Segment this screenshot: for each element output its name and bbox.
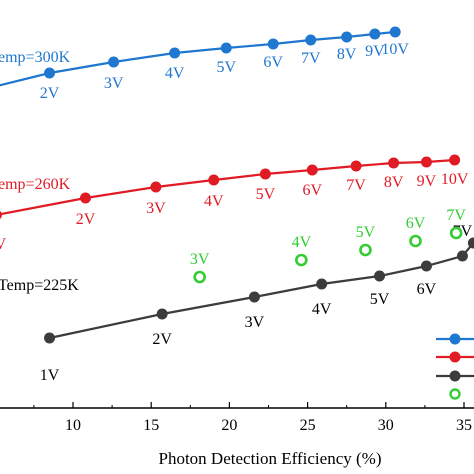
data-point (150, 181, 162, 193)
x-tick-label: 30 (378, 417, 394, 434)
data-point (208, 174, 220, 186)
data-point (220, 42, 232, 54)
data-label: 2V (40, 85, 60, 102)
data-label: 7V (346, 177, 366, 194)
data-label: 3V (146, 200, 166, 217)
data-point (80, 192, 92, 204)
data-point (306, 164, 318, 176)
data-label: 4V (204, 193, 224, 210)
series-line (0, 30, 396, 87)
data-point-hollow (449, 226, 463, 240)
data-label: 7V (446, 207, 466, 224)
data-point (449, 154, 461, 166)
data-point (0, 210, 2, 220)
data-label: 4V (292, 234, 312, 251)
data-label: 6V (303, 182, 323, 199)
data-point (389, 26, 401, 38)
legend-marker (449, 351, 461, 363)
data-point (156, 308, 168, 320)
data-label: 7V (301, 50, 321, 67)
data-point (350, 160, 362, 172)
x-tick-label: 35 (456, 417, 472, 434)
x-tick-label: 10 (65, 417, 81, 434)
x-tick-label: 15 (143, 417, 159, 434)
data-point (259, 168, 271, 180)
legend-marker-hollow (449, 388, 461, 400)
data-label: 6V (417, 281, 437, 298)
data-point (316, 278, 328, 290)
data-point (456, 250, 468, 262)
data-label: 1V (40, 367, 60, 384)
series-line (0, 158, 455, 216)
x-axis: 10 15 20 25 30 35 (0, 402, 474, 434)
legend (436, 333, 474, 400)
data-point (169, 47, 181, 59)
data-point (341, 31, 353, 43)
data-point (305, 34, 317, 46)
data-point (267, 38, 279, 50)
legend-marker (449, 370, 461, 382)
data-point (44, 332, 56, 344)
data-point (420, 156, 432, 168)
data-label: 4V (165, 65, 185, 82)
data-label: 4V (312, 301, 332, 318)
data-label: 1V (0, 236, 7, 253)
series-layer: 1V2V3V4V5V6V7V8V9V10Vemp=300K1V2V3V4V5V6… (0, 26, 474, 384)
data-label: 2V (76, 211, 96, 228)
data-point (374, 270, 386, 282)
legend-marker (449, 333, 461, 345)
data-label: 5V (256, 186, 276, 203)
series-annotation: emp=260K (0, 176, 71, 193)
series-t300: 1V2V3V4V5V6V7V8V9V10Vemp=300K (0, 26, 409, 102)
data-label: 8V (384, 174, 404, 191)
data-label: 5V (356, 224, 376, 241)
data-point (248, 291, 260, 303)
data-point (388, 157, 400, 169)
data-label: 6V (406, 215, 426, 232)
data-label: 6V (263, 54, 283, 71)
data-label: 9V (417, 173, 437, 190)
data-label: 10V (381, 41, 409, 58)
series-annotation: emp=300K (0, 49, 71, 66)
x-tick-label: 20 (221, 417, 237, 434)
x-axis-title: Photon Detection Efficiency (%) (159, 449, 382, 468)
data-label: 2V (152, 331, 172, 348)
data-point (420, 260, 432, 272)
data-point (467, 237, 474, 249)
data-label: 8V (337, 46, 357, 63)
data-label: 3V (245, 314, 265, 331)
data-label: 10V (441, 171, 469, 188)
data-label: 3V (104, 75, 124, 92)
data-point-hollow (295, 253, 308, 267)
data-label: 5V (370, 291, 390, 308)
data-point (44, 67, 56, 79)
series-line (49, 242, 474, 340)
x-tick-label: 25 (300, 417, 316, 434)
data-point-hollow (409, 234, 422, 248)
data-point-hollow (193, 270, 206, 284)
series-hollow: 3V 4V 5V 6V 7V (190, 207, 466, 284)
data-point-hollow (359, 243, 372, 257)
data-point (369, 28, 381, 40)
data-label: 9V (365, 43, 385, 60)
data-label: 3V (190, 251, 210, 268)
data-label: 5V (216, 59, 236, 76)
series-annotation: Temp=225K (0, 277, 79, 294)
data-point (108, 56, 120, 68)
